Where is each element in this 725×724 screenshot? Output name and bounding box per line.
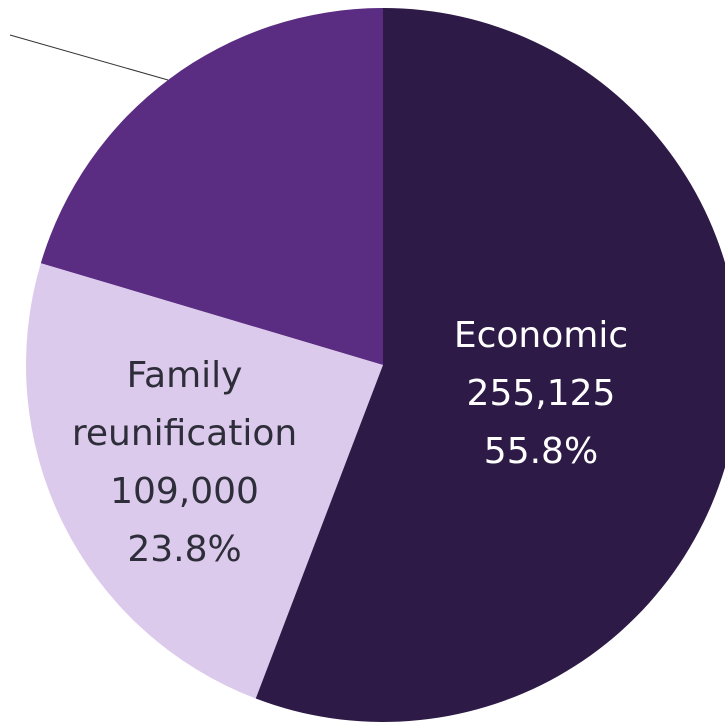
count-label: 255,125: [466, 373, 616, 415]
slice-label: Economic 255,125 55.8%: [396, 307, 686, 481]
leader-line: [9, 34, 169, 81]
count-label: 109,000: [110, 471, 259, 512]
value-label: 55.8%: [483, 431, 599, 473]
category-label: Family reunification: [71, 355, 298, 454]
pie-slice: [255, 8, 725, 722]
pie-slice: [40, 8, 384, 365]
pie-slice: [26, 263, 384, 699]
value-label: 23.8%: [127, 529, 242, 570]
category-label: Economic: [453, 315, 629, 357]
slice-label: Family reunification 109,000 23.8%: [40, 347, 330, 579]
